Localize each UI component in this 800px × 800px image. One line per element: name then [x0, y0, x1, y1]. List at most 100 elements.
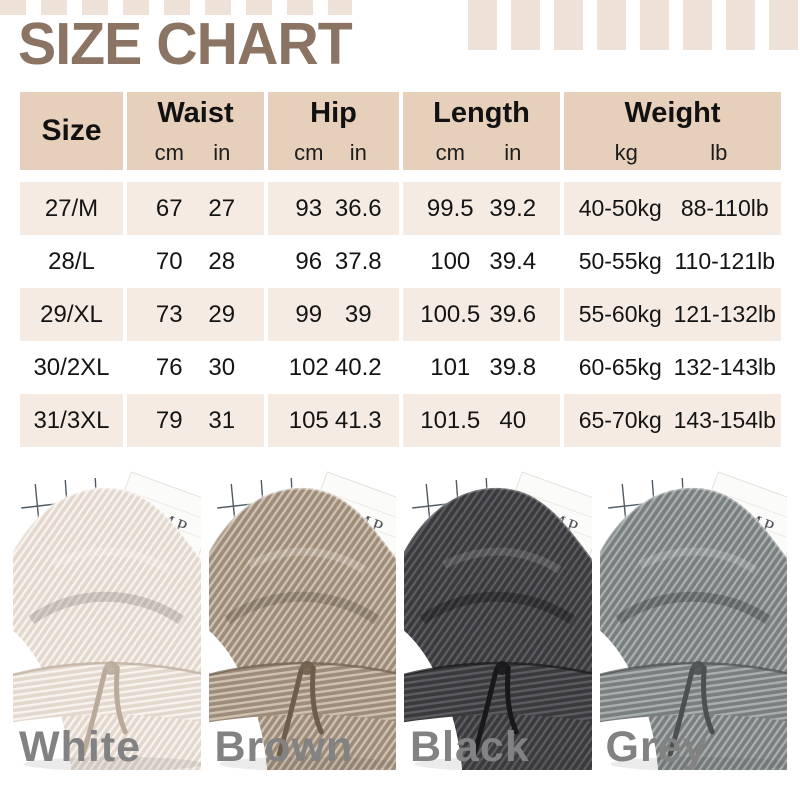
- header-cell-size: Size: [20, 92, 123, 170]
- waist-cell: 67 27: [127, 182, 264, 235]
- waist-in-value: 29: [208, 300, 236, 328]
- header-cell-hip: Hip cm in: [268, 92, 399, 170]
- hip-cell: 102 40.2: [268, 341, 399, 394]
- hip-in-value: 40.2: [334, 353, 382, 381]
- length-in-value: 39.2: [489, 194, 537, 222]
- table-row: 28/L 70 28 96 37.8 100 39.4 50-55kg 110-121l…: [20, 235, 781, 288]
- color-label: White: [19, 723, 142, 770]
- size-cell: 30/2XL: [20, 341, 123, 394]
- page-title: SIZE CHART: [18, 11, 353, 77]
- weight-cell: 50-55kg 110-121lb: [564, 235, 781, 288]
- size-value: 30/2XL: [33, 353, 110, 381]
- color-label: Black: [410, 723, 530, 770]
- weight-lb-value: 132-143lb: [673, 354, 776, 380]
- column-group-label: Hip: [310, 97, 357, 130]
- length-cell: 101 39.8: [403, 341, 560, 394]
- length-in-value: 39.4: [489, 247, 537, 275]
- top-stripes-left: [0, 0, 352, 15]
- waist-cell: 76 30: [127, 341, 264, 394]
- header-cell-weight: Weight kg lb: [564, 92, 781, 170]
- unit-label: cm: [154, 139, 184, 165]
- weight-kg-value: 60-65kg: [578, 354, 662, 380]
- unit-label: in: [213, 139, 231, 165]
- color-label: Grey: [605, 723, 708, 770]
- size-cell: 29/XL: [20, 288, 123, 341]
- column-group-label: Weight: [624, 97, 721, 130]
- hip-cell: 93 36.6: [268, 182, 399, 235]
- length-in-value: 39.8: [489, 353, 537, 381]
- waist-cm-value: 67: [155, 194, 183, 222]
- weight-cell: 60-65kg 132-143lb: [564, 341, 781, 394]
- length-cell: 101.5 40: [403, 394, 560, 447]
- hip-in-value: 36.6: [334, 194, 382, 222]
- product-photos: CAMP White: [13, 470, 787, 770]
- weight-kg-value: 40-50kg: [578, 195, 662, 221]
- header-cell-length: Length cm in: [403, 92, 560, 170]
- size-value: 29/XL: [40, 300, 103, 328]
- weight-lb-value: 143-154lb: [673, 407, 776, 433]
- header-cell-waist: Waist cm in: [127, 92, 264, 170]
- length-cm-value: 101: [430, 353, 471, 381]
- waist-cm-value: 70: [155, 247, 183, 275]
- unit-label: cm: [435, 139, 465, 165]
- waist-cell: 79 31: [127, 394, 264, 447]
- pants-illustration: CAMP: [404, 471, 592, 770]
- hip-cm-value: 96: [295, 247, 323, 275]
- unit-label: in: [349, 139, 367, 165]
- weight-lb-value: 121-132lb: [673, 301, 776, 327]
- weight-kg-value: 50-55kg: [578, 248, 662, 274]
- waist-in-value: 28: [208, 247, 236, 275]
- table-row: 29/XL 73 29 99 39 100.5 39.6 55-60kg 121-132…: [20, 288, 781, 341]
- waist-cm-value: 73: [155, 300, 183, 328]
- size-cell: 31/3XL: [20, 394, 123, 447]
- pants-illustration: CAMP: [208, 471, 396, 770]
- table-row: 30/2XL 76 30 102 40.2 101 39.8 60-65kg 132-1…: [20, 341, 781, 394]
- unit-label: cm: [294, 139, 324, 165]
- unit-label: in: [504, 139, 522, 165]
- waist-in-value: 30: [208, 353, 236, 381]
- product-photo: CAMP Brown: [208, 470, 396, 770]
- unit-label: kg: [614, 139, 638, 165]
- length-cell: 100 39.4: [403, 235, 560, 288]
- color-label: Brown: [214, 723, 354, 770]
- size-value: 28/L: [48, 247, 95, 275]
- length-cm-value: 99.5: [426, 194, 474, 222]
- hip-cell: 99 39: [268, 288, 399, 341]
- top-stripes-right: [468, 0, 800, 50]
- length-cell: 99.5 39.2: [403, 182, 560, 235]
- hip-in-value: 37.8: [334, 247, 382, 275]
- header-size-label: Size: [41, 114, 102, 147]
- waist-cell: 70 28: [127, 235, 264, 288]
- length-cm-value: 101.5: [420, 406, 481, 434]
- size-cell: 28/L: [20, 235, 123, 288]
- waist-cm-value: 79: [155, 406, 183, 434]
- size-cell: 27/M: [20, 182, 123, 235]
- weight-cell: 55-60kg 121-132lb: [564, 288, 781, 341]
- size-value: 27/M: [44, 194, 99, 222]
- waist-cell: 73 29: [127, 288, 264, 341]
- weight-cell: 40-50kg 88-110lb: [564, 182, 781, 235]
- table-row: 31/3XL 79 31 105 41.3 101.5 40 65-70kg 143-1…: [20, 394, 781, 447]
- weight-kg-value: 65-70kg: [578, 407, 662, 433]
- length-cm-value: 100: [430, 247, 471, 275]
- hip-cell: 105 41.3: [268, 394, 399, 447]
- product-photo: CAMP Black: [404, 470, 592, 770]
- product-photo: CAMP White: [13, 470, 201, 770]
- hip-cm-value: 93: [295, 194, 323, 222]
- size-table: Size Waist cm in Hip cm in Length cm in …: [20, 92, 781, 447]
- hip-cm-value: 102: [288, 353, 329, 381]
- pants-illustration: CAMP: [599, 471, 787, 770]
- weight-lb-value: 110-121lb: [674, 248, 776, 274]
- length-in-value: 39.6: [489, 300, 537, 328]
- product-photo: CAMP Grey: [599, 470, 787, 770]
- waist-cm-value: 76: [155, 353, 183, 381]
- pants-illustration: CAMP: [13, 471, 201, 770]
- waist-in-value: 31: [208, 406, 236, 434]
- weight-cell: 65-70kg 143-154lb: [564, 394, 781, 447]
- unit-label: lb: [710, 139, 728, 165]
- waist-in-value: 27: [208, 194, 236, 222]
- hip-cm-value: 99: [295, 300, 323, 328]
- hip-cell: 96 37.8: [268, 235, 399, 288]
- table-header: Size Waist cm in Hip cm in Length cm in …: [20, 92, 781, 170]
- length-in-value: 40: [499, 406, 527, 434]
